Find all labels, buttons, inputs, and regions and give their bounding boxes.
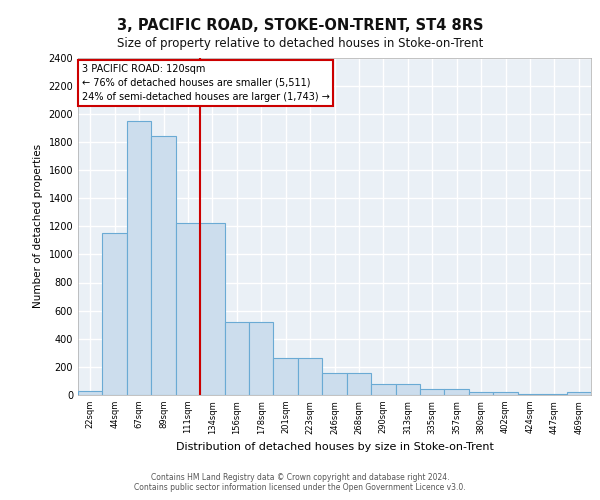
Bar xyxy=(78,391,103,395)
Bar xyxy=(224,322,249,395)
Bar xyxy=(371,384,395,395)
Bar xyxy=(151,136,176,395)
Bar xyxy=(249,322,274,395)
Bar xyxy=(566,392,591,395)
Bar xyxy=(298,358,322,395)
Bar xyxy=(274,358,298,395)
Bar xyxy=(445,390,469,395)
Bar xyxy=(493,392,518,395)
Bar xyxy=(518,394,542,395)
Bar xyxy=(347,373,371,395)
Bar xyxy=(469,392,493,395)
Bar xyxy=(395,384,420,395)
Bar xyxy=(542,394,566,395)
Text: Contains HM Land Registry data © Crown copyright and database right 2024.
Contai: Contains HM Land Registry data © Crown c… xyxy=(134,473,466,492)
Bar xyxy=(127,121,151,395)
Bar xyxy=(420,390,445,395)
Bar xyxy=(200,224,224,395)
Text: 3 PACIFIC ROAD: 120sqm
← 76% of detached houses are smaller (5,511)
24% of semi-: 3 PACIFIC ROAD: 120sqm ← 76% of detached… xyxy=(82,64,329,102)
X-axis label: Distribution of detached houses by size in Stoke-on-Trent: Distribution of detached houses by size … xyxy=(176,442,493,452)
Text: 3, PACIFIC ROAD, STOKE-ON-TRENT, ST4 8RS: 3, PACIFIC ROAD, STOKE-ON-TRENT, ST4 8RS xyxy=(117,18,483,32)
Y-axis label: Number of detached properties: Number of detached properties xyxy=(33,144,43,308)
Bar xyxy=(103,234,127,395)
Bar xyxy=(176,224,200,395)
Bar xyxy=(322,373,347,395)
Text: Size of property relative to detached houses in Stoke-on-Trent: Size of property relative to detached ho… xyxy=(117,38,483,51)
